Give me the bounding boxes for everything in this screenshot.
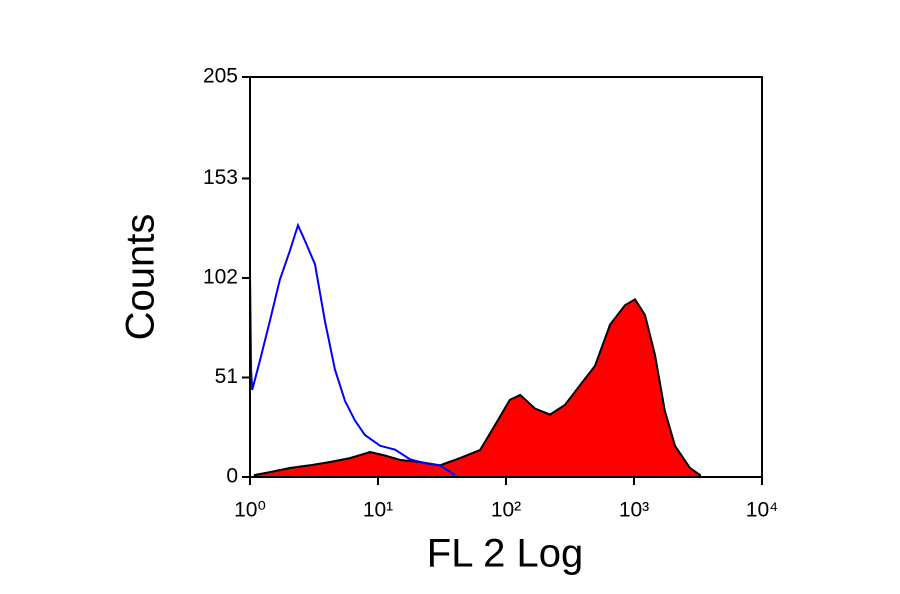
y-tick-label: 205 xyxy=(203,65,238,88)
y-tick-label: 51 xyxy=(215,365,238,388)
y-tick-label: 153 xyxy=(203,166,238,189)
x-tick-label: 10⁰ xyxy=(234,499,266,522)
x-tick-label: 10³ xyxy=(619,499,649,522)
x-tick-label: 10¹ xyxy=(363,499,393,522)
x-tick-label: 10² xyxy=(491,499,521,522)
histogram-line xyxy=(249,222,456,476)
y-axis-label: Counts xyxy=(119,214,163,341)
x-tick-label: 10⁴ xyxy=(746,499,778,522)
y-tick-label: 0 xyxy=(226,465,238,488)
y-tick-label: 102 xyxy=(203,266,238,289)
histogram-area xyxy=(253,298,701,478)
x-axis-label: FL 2 Log xyxy=(427,532,583,576)
